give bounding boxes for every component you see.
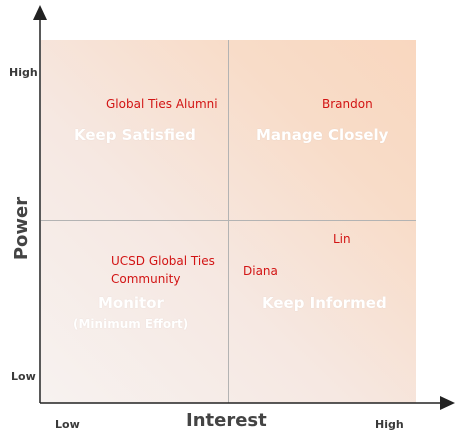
stakeholder-ucsd-line2: Community	[111, 272, 181, 286]
stakeholder-lin: Lin	[333, 232, 351, 246]
x-high-label: High	[375, 418, 404, 431]
y-low-label: Low	[11, 370, 36, 383]
stakeholder-brandon: Brandon	[322, 97, 373, 111]
stakeholder-ucsd-line1: UCSD Global Ties	[111, 254, 215, 268]
horizontal-divider	[41, 220, 416, 221]
stakeholder-diana: Diana	[243, 264, 278, 278]
x-axis-title: Interest	[186, 410, 267, 431]
quadrant-keep-satisfied: Keep Satisfied	[74, 126, 196, 144]
y-high-label: High	[9, 66, 38, 79]
quadrant-manage-closely: Manage Closely	[256, 126, 389, 144]
vertical-divider	[228, 40, 229, 403]
x-low-label: Low	[55, 418, 80, 431]
y-axis-title: Power	[11, 196, 33, 261]
x-axis-arrow-icon	[440, 396, 455, 410]
quadrant-monitor-subtitle: (Minimum Effort)	[73, 317, 189, 331]
quadrant-keep-informed: Keep Informed	[262, 294, 387, 312]
y-axis-arrow-icon	[33, 5, 47, 20]
stakeholder-global-ties-alumni: Global Ties Alumni	[106, 97, 218, 111]
quadrant-monitor: Monitor	[98, 294, 164, 312]
